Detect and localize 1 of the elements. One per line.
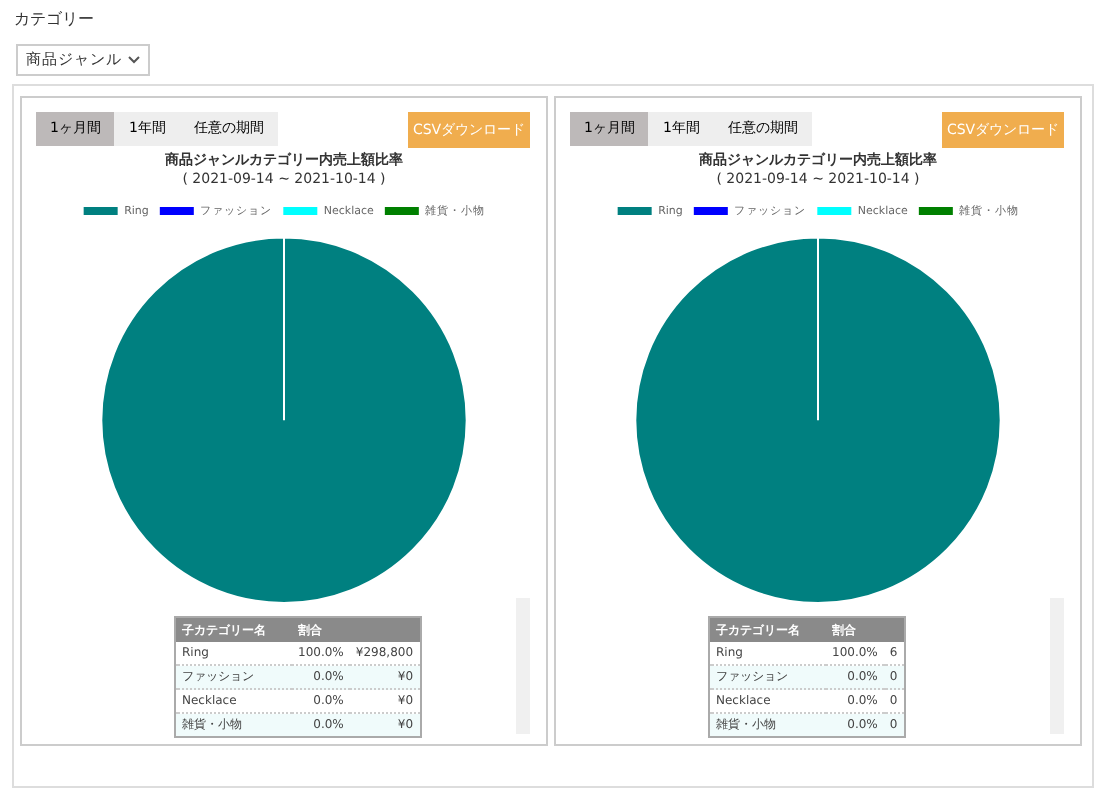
text: カテゴリー <box>14 8 94 30</box>
